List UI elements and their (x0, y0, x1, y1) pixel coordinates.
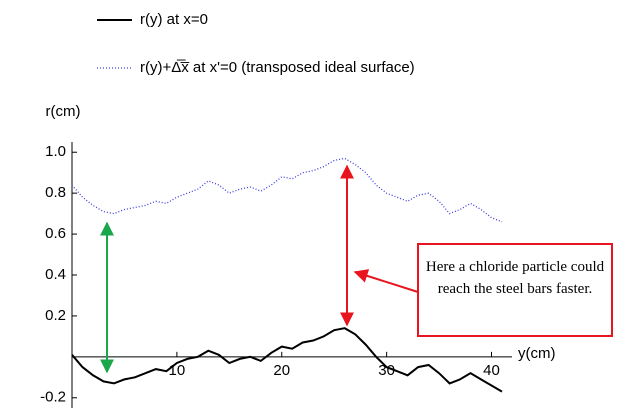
y-axis-label: r(cm) (46, 103, 81, 120)
x-axis-label: y(cm) (518, 345, 556, 362)
y-tick-label: 0.6 (45, 225, 66, 242)
annotation-box (417, 243, 613, 337)
x-tick-label: 30 (378, 362, 395, 379)
legend-label: r(y) at x=0 (140, 11, 208, 28)
y-tick-label: 0.8 (45, 184, 66, 201)
x-tick-label: 40 (483, 362, 500, 379)
y-tick-label: 0.4 (45, 266, 66, 283)
x-tick-label: 20 (273, 362, 290, 379)
annotation: Here a chloride particle could reach the… (425, 259, 605, 297)
pointer-arrow (353, 269, 419, 293)
y-tick-label: 1.0 (45, 143, 66, 160)
series-line (71, 327, 503, 393)
legend-label: r(y)+Δ̅x̅ at x'=0 (transposed ideal surf… (140, 59, 415, 76)
x-tick-label: 10 (169, 362, 186, 379)
series-line (71, 157, 503, 223)
annotation-holder: Here a chloride particle could reach the… (425, 259, 605, 297)
y-tick-label: -0.2 (40, 389, 66, 406)
y-tick-label: 0.2 (45, 307, 66, 324)
